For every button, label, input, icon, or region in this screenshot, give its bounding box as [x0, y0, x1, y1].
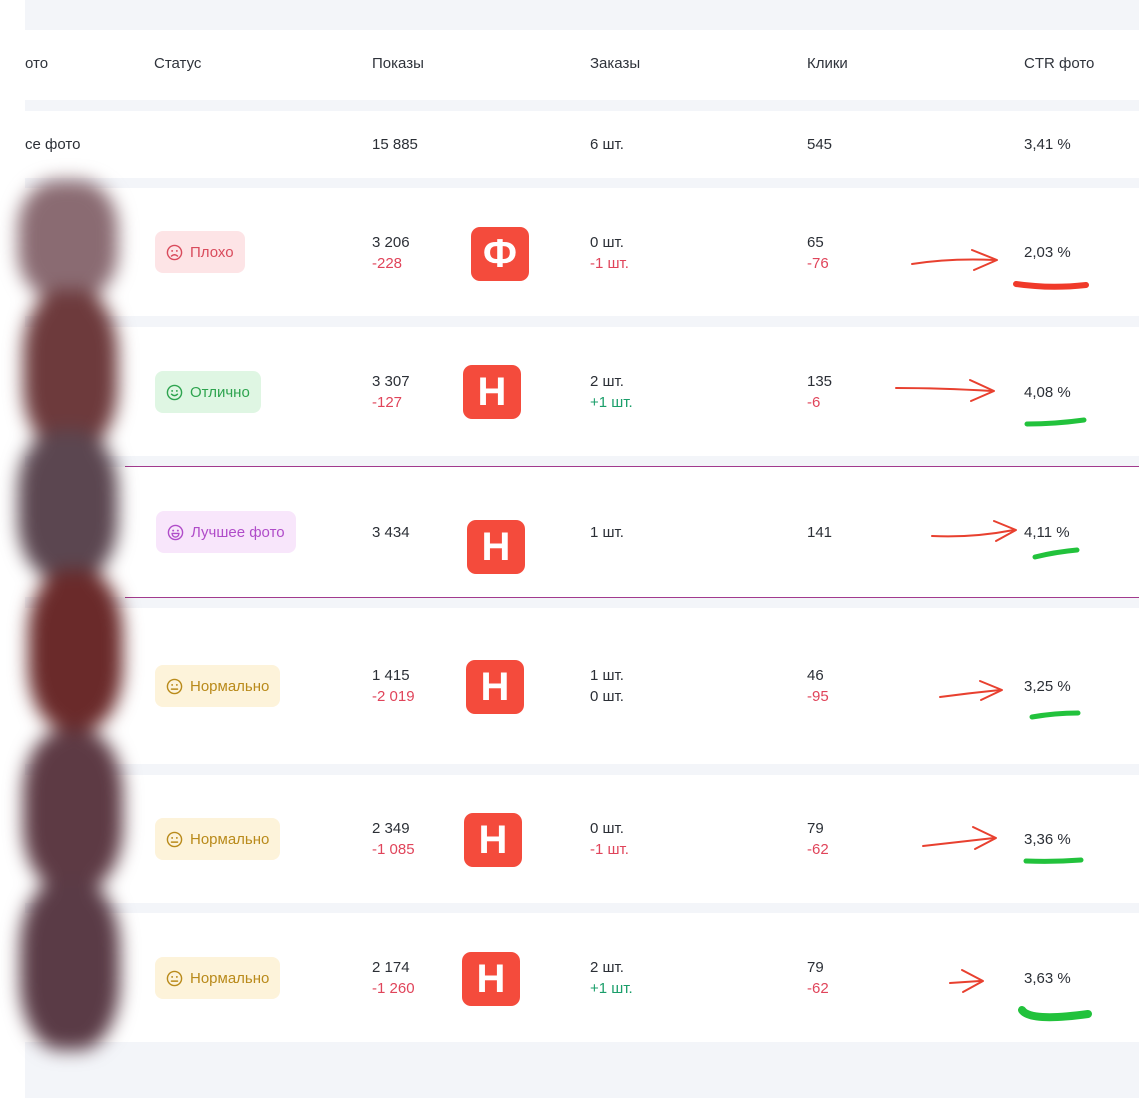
tag-letter: Н	[463, 365, 521, 419]
shows-delta: -1 085	[372, 841, 415, 858]
orders-value: 1 шт.	[590, 667, 624, 684]
orders-delta: +1 шт.	[590, 394, 633, 411]
shows-value: 2 174	[372, 959, 410, 976]
header-status[interactable]: Статус	[154, 55, 202, 72]
status-label: Лучшее фото	[191, 523, 285, 541]
summary-row: се фото 15 885 6 шт. 545 3,41 %	[25, 111, 1139, 178]
status-badge: Нормально	[155, 818, 281, 860]
header-shows[interactable]: Показы	[372, 55, 424, 72]
clicks-value: 79	[807, 820, 824, 837]
status-badge: Лучшее фото	[156, 511, 296, 553]
shows-delta: -1 260	[372, 980, 415, 997]
header-orders[interactable]: Заказы	[590, 55, 641, 72]
tag-letter: Н	[462, 952, 520, 1006]
clicks-delta: -6	[807, 394, 821, 411]
ctr-value: 4,08 %	[1024, 384, 1071, 401]
header-ctr[interactable]: CTR фото	[1024, 55, 1095, 72]
shows-value: 3 206	[372, 234, 410, 251]
clicks-delta: -95	[807, 688, 829, 705]
clicks-value: 79	[807, 959, 824, 976]
orders-value: 2 шт.	[590, 959, 624, 976]
summary-shows: 15 885	[372, 136, 418, 153]
ctr-value: 4,11 %	[1024, 524, 1070, 541]
table-row[interactable]: Нормально 2 349 -1 085 Н 0 шт. -1 шт. 79…	[25, 775, 1139, 903]
summary-ctr: 3,41 %	[1024, 136, 1071, 153]
orders-delta: 0 шт.	[590, 688, 624, 705]
ctr-value: 2,03 %	[1024, 244, 1071, 261]
shows-value: 2 349	[372, 820, 410, 837]
status-badge: Нормально	[155, 957, 281, 999]
ctr-value: 3,63 %	[1024, 970, 1071, 987]
sad-face-icon	[166, 244, 183, 260]
clicks-delta: -62	[807, 980, 829, 997]
orders-delta: -1 шт.	[590, 255, 629, 272]
table-row[interactable]: Плохо 3 206 -228 Ф 0 шт. -1 шт. 65 -76 2…	[25, 188, 1139, 316]
orders-value: 0 шт.	[590, 820, 624, 837]
table-row[interactable]: Нормально 1 415 -2 019 Н 1 шт. 0 шт. 46 …	[25, 608, 1139, 764]
clicks-delta: -76	[807, 255, 829, 272]
grin-face-icon	[167, 524, 184, 540]
orders-value: 2 шт.	[590, 373, 624, 390]
status-badge: Нормально	[155, 665, 281, 707]
ctr-value: 3,36 %	[1024, 831, 1071, 848]
clicks-value: 141	[807, 524, 833, 541]
status-label: Нормально	[190, 969, 270, 987]
ctr-value: 3,25 %	[1024, 678, 1071, 695]
orders-value: 0 шт.	[590, 234, 624, 251]
header-photo[interactable]: ото	[25, 55, 49, 72]
summary-clicks: 545	[807, 136, 833, 153]
table-row[interactable]: Лучшее фото 3 434 Н 1 шт. 141 4,11 %	[25, 467, 1139, 597]
status-badge: Отлично	[155, 371, 261, 413]
neutral-face-icon	[166, 970, 183, 986]
shows-value: 3 434	[372, 524, 410, 541]
table-row[interactable]: Нормально 2 174 -1 260 Н 2 шт. +1 шт. 79…	[25, 913, 1139, 1042]
clicks-value: 135	[807, 373, 833, 390]
tag-letter: Ф	[471, 227, 529, 281]
shows-delta: -127	[372, 394, 403, 411]
neutral-face-icon	[166, 831, 183, 847]
orders-delta: -1 шт.	[590, 841, 629, 858]
clicks-delta: -62	[807, 841, 829, 858]
clicks-value: 65	[807, 234, 824, 251]
tag-letter: Н	[467, 520, 525, 574]
status-label: Нормально	[190, 830, 270, 848]
summary-label: се фото	[25, 136, 81, 153]
orders-delta: +1 шт.	[590, 980, 633, 997]
shows-value: 3 307	[372, 373, 410, 390]
orders-value: 1 шт.	[590, 524, 624, 541]
tag-letter: Н	[466, 660, 524, 714]
shows-delta: -228	[372, 255, 403, 272]
status-label: Отлично	[190, 383, 250, 401]
table-header: ото Статус Показы Заказы Клики CTR фото	[25, 30, 1139, 100]
status-label: Нормально	[190, 677, 270, 695]
shows-value: 1 415	[372, 667, 410, 684]
top-band	[25, 0, 1139, 30]
clicks-value: 46	[807, 667, 824, 684]
table-row[interactable]: Отлично 3 307 -127 Н 2 шт. +1 шт. 135 -6…	[25, 327, 1139, 456]
summary-orders: 6 шт.	[590, 136, 624, 153]
best-row-bottom-border	[125, 597, 1139, 598]
smile-face-icon	[166, 384, 183, 400]
status-label: Плохо	[190, 243, 234, 261]
best-row-top-border	[125, 466, 1139, 467]
status-badge: Плохо	[155, 231, 245, 273]
neutral-face-icon	[166, 678, 183, 694]
left-edge	[0, 0, 25, 1098]
shows-delta: -2 019	[372, 688, 415, 705]
blurred-photo-thumbnails	[8, 170, 133, 1060]
header-clicks[interactable]: Клики	[807, 55, 848, 72]
tag-letter: Н	[464, 813, 522, 867]
